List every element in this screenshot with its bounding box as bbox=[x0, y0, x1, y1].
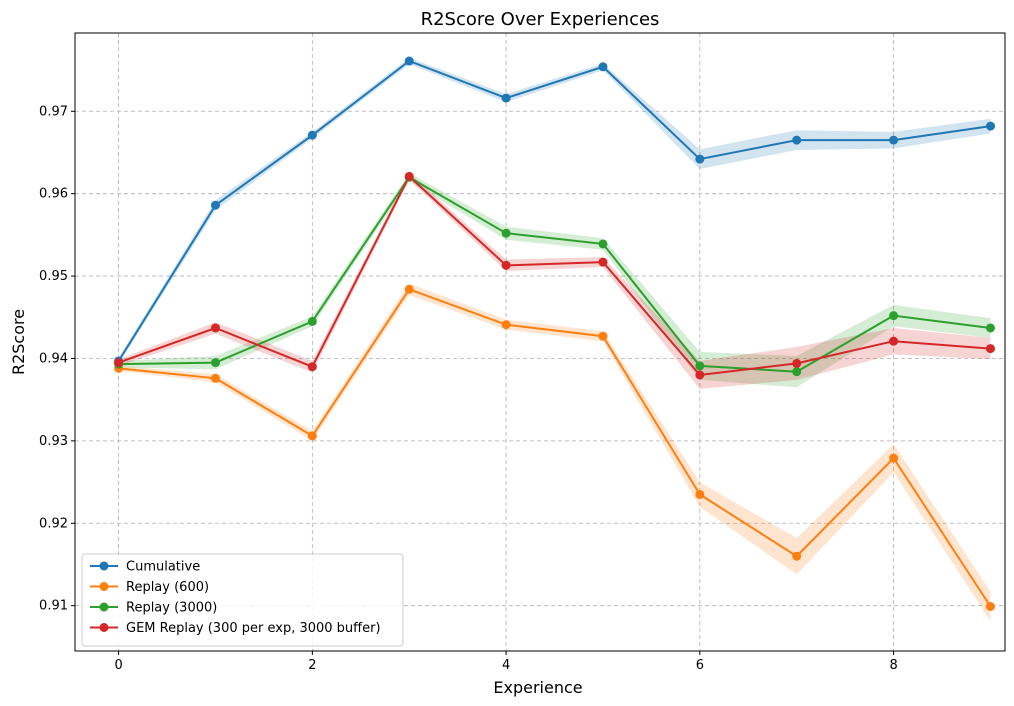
y-tick-label: 0.91 bbox=[39, 599, 68, 614]
data-point bbox=[210, 358, 220, 368]
series-markers bbox=[114, 56, 995, 612]
chart-title: R2Score Over Experiences bbox=[421, 9, 660, 30]
x-axis-label: Experience bbox=[493, 678, 582, 697]
y-tick-label: 0.94 bbox=[39, 351, 68, 366]
data-point bbox=[889, 336, 899, 346]
data-point bbox=[695, 361, 705, 371]
series-line bbox=[118, 175, 991, 373]
y-axis-label: R2Score bbox=[9, 309, 28, 375]
data-point bbox=[501, 93, 511, 103]
data-point bbox=[501, 260, 511, 270]
confidence-bands bbox=[118, 57, 991, 622]
data-point bbox=[792, 135, 802, 145]
x-tick-label: 0 bbox=[114, 658, 122, 673]
axis-ticks: 0 2 4 6 8 0.91 0.92 0.93 0.94 0.95 0.96 0.97 bbox=[39, 104, 898, 673]
data-point bbox=[985, 344, 995, 354]
legend-entry-label: Replay (600) bbox=[126, 580, 209, 595]
series-line bbox=[117, 59, 991, 362]
legend-swatch-marker bbox=[99, 561, 109, 571]
data-point bbox=[307, 362, 317, 372]
data-point bbox=[985, 121, 995, 131]
plot-area-frame bbox=[74, 32, 1006, 652]
data-point bbox=[404, 56, 414, 66]
series-lines bbox=[117, 59, 992, 608]
series-line bbox=[118, 174, 991, 377]
data-point bbox=[501, 228, 511, 238]
data-point bbox=[695, 154, 705, 164]
data-point bbox=[695, 489, 705, 499]
data-point bbox=[695, 370, 705, 380]
data-point bbox=[985, 323, 995, 333]
x-tick-label: 6 bbox=[696, 658, 704, 673]
data-point bbox=[404, 284, 414, 294]
y-tick-label: 0.97 bbox=[39, 104, 68, 119]
data-point bbox=[501, 320, 511, 330]
data-point bbox=[598, 62, 608, 72]
x-tick-label: 4 bbox=[502, 658, 510, 673]
data-point bbox=[307, 431, 317, 441]
legend: Cumulative Replay (600) Replay (3000) GEM R… bbox=[81, 553, 404, 647]
data-point bbox=[307, 130, 317, 140]
data-point bbox=[210, 373, 220, 383]
data-point bbox=[114, 358, 124, 368]
data-point bbox=[404, 171, 414, 181]
y-tick-label: 0.95 bbox=[39, 269, 68, 284]
legend-box bbox=[81, 553, 404, 647]
legend-entry-label: Cumulative bbox=[126, 560, 200, 575]
data-point bbox=[889, 311, 899, 321]
data-point bbox=[792, 358, 802, 368]
data-point bbox=[210, 323, 220, 333]
data-point bbox=[792, 551, 802, 561]
x-tick-label: 8 bbox=[889, 658, 897, 673]
data-point bbox=[598, 257, 608, 267]
legend-swatch-marker bbox=[99, 582, 109, 591]
series-line bbox=[118, 288, 992, 608]
series-band bbox=[118, 283, 991, 622]
x-tick-label: 2 bbox=[308, 658, 316, 673]
legend-entry-label: GEM Replay (300 per exp, 3000 buffer) bbox=[126, 621, 381, 636]
legend-entry-label: Replay (3000) bbox=[126, 601, 217, 616]
series-band bbox=[118, 173, 991, 388]
data-point bbox=[792, 367, 802, 377]
data-point bbox=[598, 239, 608, 249]
legend-swatch-marker bbox=[99, 602, 109, 612]
data-point bbox=[889, 135, 899, 145]
legend-swatch-marker bbox=[99, 623, 109, 632]
data-point bbox=[598, 331, 608, 341]
data-point bbox=[889, 453, 899, 463]
data-point bbox=[307, 316, 317, 326]
data-point bbox=[985, 602, 995, 612]
data-point bbox=[210, 200, 220, 210]
y-tick-label: 0.93 bbox=[39, 434, 68, 449]
y-tick-label: 0.96 bbox=[39, 187, 68, 202]
y-tick-label: 0.92 bbox=[39, 516, 68, 531]
